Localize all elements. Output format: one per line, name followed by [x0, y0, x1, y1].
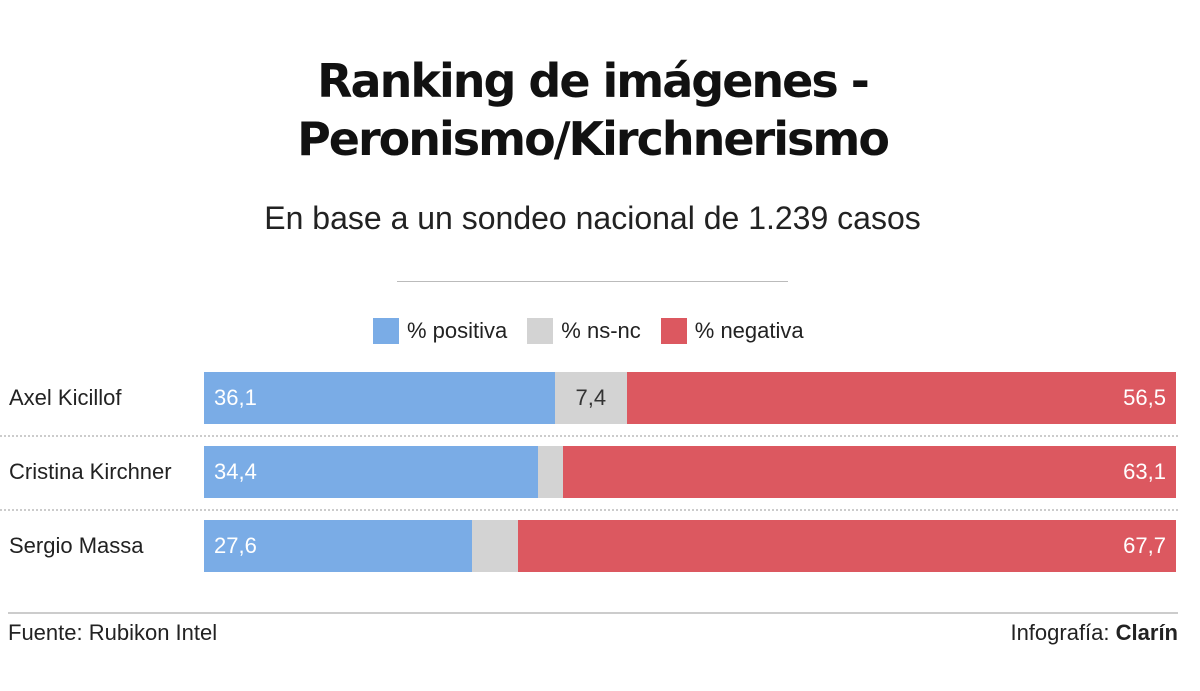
row-divider: [0, 435, 1178, 437]
row-label: Sergio Massa: [9, 533, 144, 558]
source-note: Fuente: Rubikon Intel: [8, 620, 218, 645]
segment-negativa: 67,7: [517, 520, 1176, 572]
segment-negativa: 56,5: [626, 372, 1176, 424]
title-divider: [397, 281, 788, 282]
credit-note: Infografía: Clarín: [1010, 620, 1178, 645]
bar-row-kicillof: Axel Kicillof 36,1 7,4 56,5: [0, 372, 1178, 424]
legend: % positiva % ns-nc % negativa: [373, 318, 804, 344]
legend-swatch-gray-icon: [527, 318, 554, 344]
legend-item-positiva: % positiva: [373, 318, 507, 344]
legend-swatch-red-icon: [660, 318, 687, 344]
segment-positiva: 34,4: [204, 446, 539, 498]
title-line-1: Ranking de imágenes -: [317, 54, 870, 108]
title-line-2: Peronismo/Kirchnerismo: [297, 112, 890, 166]
bar-row-cristina: Cristina Kirchner 34,4 63,1: [0, 446, 1178, 498]
segment-nsnc: [472, 520, 518, 572]
segment-positiva: 36,1: [204, 372, 555, 424]
footer-divider: [8, 612, 1178, 614]
row-divider: [0, 509, 1178, 511]
legend-item-negativa: % negativa: [660, 318, 804, 344]
brand-name: Clarín: [1115, 620, 1178, 645]
segment-nsnc: [538, 446, 563, 498]
stacked-bar: 36,1 7,4 56,5: [204, 372, 1176, 424]
chart-title: Ranking de imágenes - Peronismo/Kirchner…: [0, 52, 1185, 168]
chart-subtitle: En base a un sondeo nacional de 1.239 ca…: [264, 200, 921, 236]
bar-row-massa: Sergio Massa 27,6 67,7: [0, 520, 1178, 572]
stacked-bar: 34,4 63,1: [204, 446, 1176, 498]
row-label: Cristina Kirchner: [9, 459, 172, 484]
stacked-bar: 27,6 67,7: [204, 520, 1176, 572]
legend-item-nsnc: % ns-nc: [527, 318, 641, 344]
segment-positiva: 27,6: [204, 520, 473, 572]
segment-negativa: 63,1: [562, 446, 1176, 498]
row-label: Axel Kicillof: [9, 385, 122, 410]
segment-nsnc: 7,4: [554, 372, 627, 424]
legend-swatch-blue-icon: [373, 318, 399, 344]
